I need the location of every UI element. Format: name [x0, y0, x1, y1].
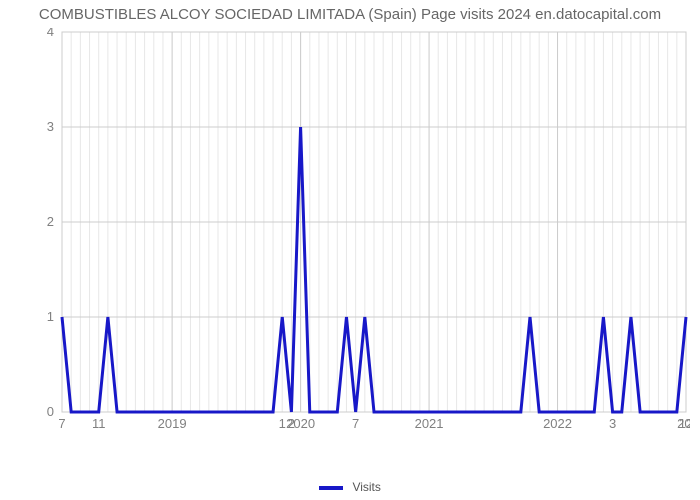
svg-text:3: 3	[47, 119, 54, 134]
plot-area: 012347112019122020720212022312202	[40, 28, 690, 448]
svg-text:2022: 2022	[543, 416, 572, 431]
chart-svg: 012347112019122020720212022312202	[40, 28, 690, 448]
svg-text:0: 0	[47, 404, 54, 419]
chart-title: COMBUSTIBLES ALCOY SOCIEDAD LIMITADA (Sp…	[0, 6, 700, 23]
svg-text:4: 4	[47, 28, 54, 39]
svg-text:3: 3	[609, 416, 616, 431]
svg-text:1: 1	[279, 416, 286, 431]
svg-text:2020: 2020	[286, 416, 315, 431]
svg-text:2019: 2019	[158, 416, 187, 431]
chart-container: COMBUSTIBLES ALCOY SOCIEDAD LIMITADA (Sp…	[0, 0, 700, 500]
svg-text:11: 11	[92, 416, 106, 431]
svg-text:2021: 2021	[415, 416, 444, 431]
svg-text:202: 202	[677, 416, 690, 431]
svg-text:2: 2	[47, 214, 54, 229]
legend-label: Visits	[352, 480, 380, 494]
svg-text:7: 7	[352, 416, 359, 431]
svg-text:7: 7	[58, 416, 65, 431]
legend-swatch	[319, 486, 343, 490]
svg-text:1: 1	[47, 309, 54, 324]
legend: Visits	[0, 480, 700, 494]
